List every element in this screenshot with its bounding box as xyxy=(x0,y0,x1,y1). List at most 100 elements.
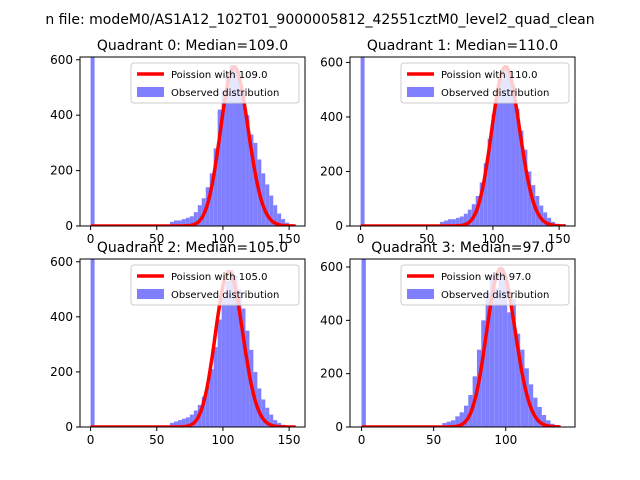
histogram-bar xyxy=(249,134,254,226)
histogram-bar xyxy=(217,319,222,427)
histogram-bar xyxy=(217,109,222,226)
histogram-bar xyxy=(447,219,452,226)
poisson-curve xyxy=(361,266,561,427)
histogram-bar xyxy=(446,421,451,427)
plot-area xyxy=(360,57,567,226)
histogram-bar xyxy=(225,281,230,427)
plot-area xyxy=(90,259,297,427)
histogram-bar xyxy=(177,420,182,427)
histogram-bar xyxy=(489,275,495,427)
histogram-bar xyxy=(487,138,492,226)
histogram-bar xyxy=(225,76,230,226)
y-tick-label: 400 xyxy=(50,310,73,324)
subplot-quadrant-2: 0 50 100 150 0 200 400 600 Quadrant 2: Median=10… xyxy=(50,240,306,447)
histogram-bar xyxy=(277,213,282,226)
histogram-bar xyxy=(237,289,242,427)
legend-frame xyxy=(130,264,300,306)
histogram-bar xyxy=(543,212,548,226)
histogram-bar xyxy=(455,217,460,226)
histogram-bar xyxy=(213,347,218,427)
histogram-bar xyxy=(481,320,486,427)
axes-frame xyxy=(349,56,576,227)
histogram-bar xyxy=(273,205,278,226)
x-tick-label: 150 xyxy=(548,232,571,246)
histogram-bar xyxy=(170,221,174,226)
histogram-bar xyxy=(451,219,456,226)
histogram-bar xyxy=(507,312,512,427)
histogram-bar xyxy=(523,149,528,226)
histogram-bar xyxy=(547,217,552,226)
legend-label-observed: Observed distribution xyxy=(171,290,279,301)
histogram-bar xyxy=(90,259,95,427)
legend-label-observed: Observed distribution xyxy=(171,88,279,99)
histogram-bar xyxy=(463,405,469,427)
histogram-bar xyxy=(463,213,468,226)
histogram-bar xyxy=(281,219,286,226)
histogram-bar xyxy=(265,407,270,427)
histogram-bar xyxy=(90,57,95,226)
y-tick-label: 0 xyxy=(65,420,73,434)
x-tick-label: 100 xyxy=(494,433,517,447)
histogram-bar xyxy=(498,267,503,427)
x-tick-label: 100 xyxy=(211,232,234,246)
y-tick-label: 0 xyxy=(65,219,73,233)
histogram-bar xyxy=(261,399,266,427)
histogram-bar xyxy=(515,108,520,226)
histogram-bar xyxy=(233,66,238,226)
histogram-bar xyxy=(483,163,488,226)
histogram-bar xyxy=(455,416,460,427)
legend: Poission with 110.0 Observed distribution xyxy=(400,62,570,104)
histogram-bar xyxy=(459,216,464,226)
histogram-bar xyxy=(245,330,250,427)
histogram-bar xyxy=(546,420,551,427)
y-tick-label: 600 xyxy=(320,260,343,274)
x-tick-label: 50 xyxy=(426,433,441,447)
y-tick-label: 600 xyxy=(50,255,73,269)
histogram-bar xyxy=(185,217,190,226)
y-tick-label: 600 xyxy=(50,53,73,67)
plot-area xyxy=(361,259,561,427)
histogram-bar xyxy=(189,216,194,226)
histogram-bar xyxy=(209,369,214,427)
legend-label-poisson: Poission with 97.0 xyxy=(441,272,531,283)
histogram-bar xyxy=(511,84,516,226)
subplot-title: Quadrant 0: Median=109.0 xyxy=(97,38,288,54)
histogram-bar xyxy=(181,418,186,427)
histogram-bar xyxy=(541,415,547,427)
histogram-bar xyxy=(273,420,278,427)
legend-frame xyxy=(130,62,300,104)
histogram-bar xyxy=(520,349,525,427)
x-tick-label: 100 xyxy=(481,232,504,246)
histogram-bar xyxy=(221,90,226,226)
histogram-bar xyxy=(269,414,274,427)
subplot-title: Quadrant 1: Median=110.0 xyxy=(367,38,558,54)
histogram-bar xyxy=(241,95,246,226)
histogram-bar xyxy=(245,115,250,226)
histogram-bar xyxy=(173,220,178,226)
x-tick-label: 0 xyxy=(358,433,366,447)
legend: Poission with 109.0 Observed distribution xyxy=(130,62,300,104)
x-tick-label: 0 xyxy=(357,232,365,246)
histogram-bar xyxy=(360,57,365,226)
histogram-bar xyxy=(443,220,448,226)
histogram-bar xyxy=(502,275,508,427)
legend-frame xyxy=(400,62,570,104)
axes-frame xyxy=(79,258,306,428)
histogram-bar xyxy=(241,308,246,427)
histogram-bar xyxy=(265,184,270,226)
histogram-bar xyxy=(253,142,258,226)
histogram-bar xyxy=(237,79,242,226)
histogram-bar xyxy=(209,173,214,226)
x-tick-label: 0 xyxy=(87,433,95,447)
subplot-quadrant-1: 0 50 100 150 0 200 400 600 Quadrant 1: Median=11… xyxy=(320,38,576,246)
legend-frame xyxy=(400,264,570,306)
legend-label-poisson: Poission with 110.0 xyxy=(441,70,537,81)
y-tick-label: 0 xyxy=(335,420,343,434)
histogram-bar xyxy=(515,333,521,427)
histogram-bar xyxy=(233,275,238,427)
subplot-quadrant-3: 0 50 100 0 200 400 600 Quadrant 3: Median=97.0 P… xyxy=(320,240,576,447)
legend-patch-swatch xyxy=(137,87,164,97)
histogram-bar xyxy=(537,407,542,427)
subplot-title: Quadrant 2: Median=105.0 xyxy=(97,240,288,256)
axes-frame xyxy=(79,56,306,227)
